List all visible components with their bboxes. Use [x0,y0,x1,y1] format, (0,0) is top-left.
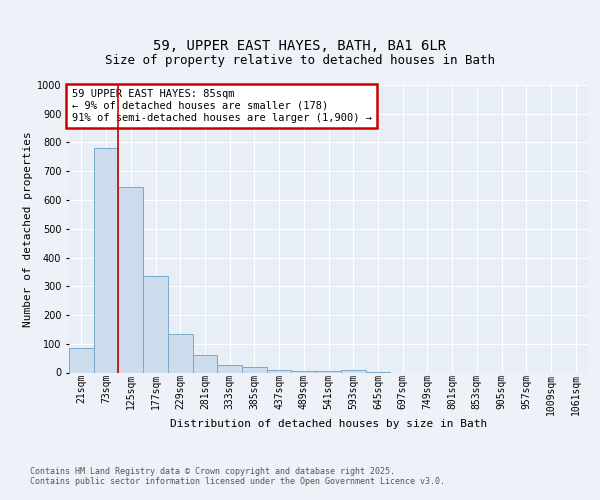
Bar [217,366,242,372]
Bar [316,371,341,372]
Y-axis label: Number of detached properties: Number of detached properties [23,131,32,326]
Text: 59, UPPER EAST HAYES, BATH, BA1 6LR: 59, UPPER EAST HAYES, BATH, BA1 6LR [154,40,446,54]
Text: Contains HM Land Registry data © Crown copyright and database right 2025.: Contains HM Land Registry data © Crown c… [30,467,395,476]
Text: Contains public sector information licensed under the Open Government Licence v3: Contains public sector information licen… [30,477,445,486]
X-axis label: Distribution of detached houses by size in Bath: Distribution of detached houses by size … [170,419,487,429]
Bar [168,334,193,372]
Bar [292,371,316,372]
Text: Size of property relative to detached houses in Bath: Size of property relative to detached ho… [105,54,495,67]
Bar [193,355,217,372]
Text: 59 UPPER EAST HAYES: 85sqm
← 9% of detached houses are smaller (178)
91% of semi: 59 UPPER EAST HAYES: 85sqm ← 9% of detac… [71,90,371,122]
Bar [143,276,168,372]
Bar [118,187,143,372]
Bar [69,348,94,372]
Bar [242,367,267,372]
Bar [341,370,365,372]
Bar [267,370,292,372]
Bar [94,148,118,372]
